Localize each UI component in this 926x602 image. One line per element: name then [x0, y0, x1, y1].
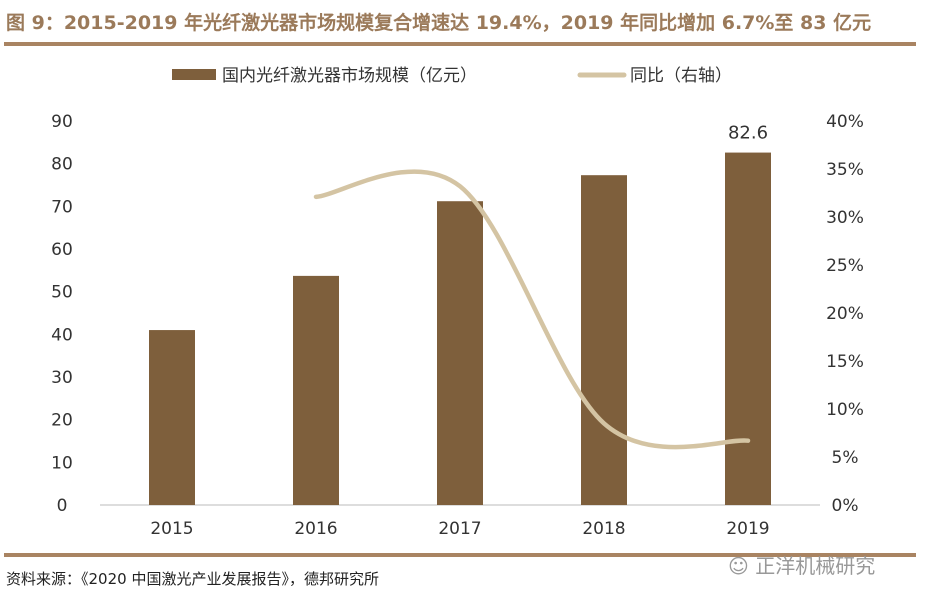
x-tick: 2018	[582, 519, 625, 539]
y-left-tick: 10	[51, 453, 73, 473]
bar-2015	[149, 330, 195, 505]
y-left-tick: 90	[51, 112, 73, 132]
figure-title: 图 9：2015-2019 年光纤激光器市场规模复合增速达 19.4%，2019…	[6, 12, 872, 34]
x-tick: 2019	[726, 519, 769, 539]
y-right-tick: 20%	[826, 304, 864, 324]
y-left-tick: 30	[51, 368, 73, 388]
y-right-tick: 5%	[832, 448, 859, 468]
y-right-tick: 10%	[826, 400, 864, 420]
data-label: 82.6	[728, 123, 768, 144]
source-note: 资料来源：《2020 中国激光产业发展报告》，德邦研究所	[6, 570, 379, 588]
top-rule	[4, 42, 916, 46]
wechat-icon: ☺	[728, 554, 756, 578]
y-right-tick: 40%	[826, 112, 864, 132]
y-left-tick: 60	[51, 240, 73, 260]
legend-line-label: 同比（右轴）	[630, 66, 732, 86]
y-right-tick: 35%	[826, 160, 864, 180]
y-left-tick: 40	[51, 325, 73, 345]
x-tick: 2015	[150, 519, 193, 539]
y-right-tick: 0%	[832, 496, 859, 516]
bar-2019	[725, 152, 771, 505]
watermark: ☺ 正洋机械研究	[728, 550, 875, 579]
legend-bar-swatch	[172, 69, 216, 80]
bottom-rule	[4, 553, 916, 557]
y-left-tick: 50	[51, 283, 73, 303]
bar-2016	[293, 275, 339, 505]
y-right-tick: 15%	[826, 352, 864, 372]
x-tick: 2017	[438, 519, 481, 539]
x-tick: 2016	[294, 519, 337, 539]
chart: 国内光纤激光器市场规模（亿元） 同比（右轴） 0 10 20 30 40 50 60 70 80 90…	[51, 66, 864, 539]
y-left-tick: 20	[51, 411, 73, 431]
legend-bar-label: 国内光纤激光器市场规模（亿元）	[222, 66, 477, 86]
y-left-tick: 70	[51, 197, 73, 217]
y-left-tick: 0	[57, 496, 68, 516]
y-right-tick: 25%	[826, 256, 864, 276]
y-left-tick: 80	[51, 155, 73, 175]
bar-2018	[581, 175, 627, 506]
y-right-tick: 30%	[826, 208, 864, 228]
bar-2017	[437, 201, 483, 506]
watermark-text: 正洋机械研究	[755, 554, 876, 578]
yoy-line	[313, 169, 751, 450]
